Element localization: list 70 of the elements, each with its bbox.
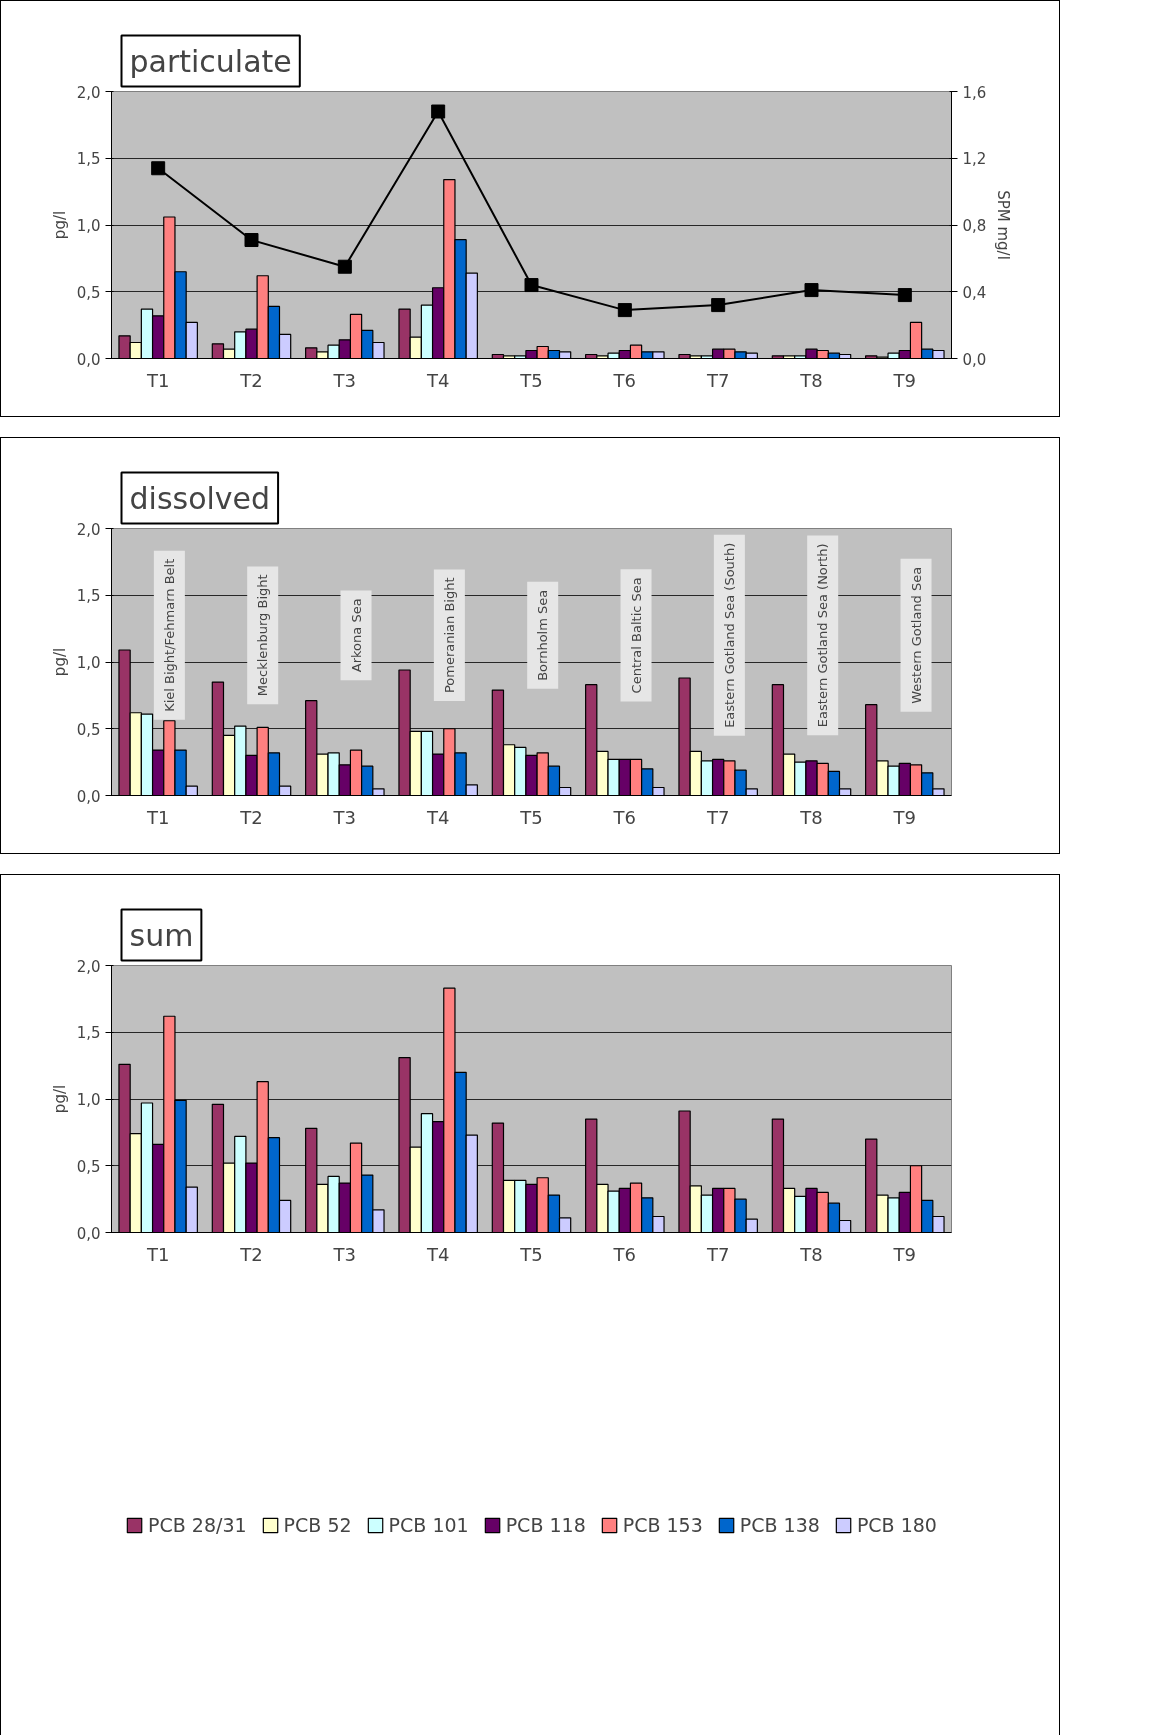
y-tick-label: 1,0 (76, 217, 101, 235)
y2-axis-title: SPM mg/l (994, 190, 1013, 260)
y2-tick-label: 1,2 (962, 150, 987, 169)
legend-label: PCB 28/31 (148, 1514, 247, 1536)
x-tick-label: T6 (612, 369, 637, 391)
y-tick-label: 1,0 (76, 1091, 101, 1109)
y-tick-label: 1,0 (76, 654, 101, 672)
x-tick-label: T4 (425, 369, 450, 391)
x-tick-label: T7 (705, 806, 730, 828)
y2-tick-label: 0,4 (962, 283, 987, 302)
x-tick-label: T2 (239, 1243, 263, 1265)
x-tick-label: T3 (332, 806, 357, 828)
x-tick-label: T4 (425, 1243, 450, 1265)
x-tick-label: T8 (799, 806, 823, 828)
x-tick-label: T8 (799, 1243, 823, 1265)
legend-label: PCB 180 (856, 1514, 937, 1536)
x-tick-label: T1 (145, 369, 170, 391)
annotation: Arkona Sea (348, 598, 364, 673)
annotation: Mecklenburg Bight (255, 574, 271, 697)
y-tick-label: 1,5 (76, 1024, 101, 1043)
legend-label: PCB 138 (739, 1514, 820, 1536)
y-tick-label: 2,0 (76, 83, 101, 102)
y-tick-label: 2,0 (76, 957, 101, 976)
x-tick-label: T2 (239, 369, 263, 391)
y-tick-label: 0,5 (76, 720, 101, 739)
annotation: Kiel Bight/Fehmarn Belt (161, 558, 177, 712)
y-axis-title: pg/l (50, 210, 69, 240)
x-tick-label: T1 (145, 1243, 170, 1265)
x-tick-label: T3 (332, 1243, 357, 1265)
x-tick-label: T9 (892, 1243, 917, 1265)
annotation: Central Baltic Sea (628, 577, 644, 694)
x-tick-label: T9 (892, 806, 917, 828)
x-tick-label: T7 (705, 369, 730, 391)
chart-title: dissolved (129, 480, 271, 516)
y-tick-label: 1,5 (76, 587, 101, 606)
y2-tick-label: 1,6 (962, 83, 987, 102)
legend-label: PCB 101 (388, 1514, 469, 1536)
y-tick-label: 0,5 (76, 1157, 101, 1176)
y-tick-label: 1,5 (76, 150, 101, 169)
x-tick-label: T7 (705, 1243, 730, 1265)
x-tick-label: T1 (145, 806, 170, 828)
chart-title: sum (129, 917, 194, 953)
annotation: Bornholm Sea (535, 589, 551, 681)
y-tick-label: 0,0 (76, 787, 101, 806)
legend-label: PCB 52 (283, 1514, 352, 1536)
x-tick-label: T6 (612, 1243, 637, 1265)
chart-title: particulate (129, 43, 292, 79)
annotation: Western Gotland Sea (908, 566, 924, 704)
x-tick-label: T6 (612, 806, 637, 828)
x-tick-label: T3 (332, 369, 357, 391)
y-tick-label: 0,0 (76, 350, 101, 369)
y-tick-label: 0,0 (76, 1224, 101, 1243)
y-axis-title: pg/l (50, 1084, 69, 1114)
annotation: Pomeranian Bight (441, 577, 457, 694)
x-tick-label: T5 (519, 369, 543, 391)
y-tick-label: 0,5 (76, 283, 101, 302)
x-tick-label: T4 (425, 806, 450, 828)
y-axis-title: pg/l (50, 647, 69, 677)
legend-label: PCB 153 (622, 1514, 703, 1536)
x-tick-label: T2 (239, 806, 263, 828)
annotation: Eastern Gotland Sea (North) (815, 543, 831, 728)
x-tick-label: T5 (519, 806, 543, 828)
annotation: Eastern Gotland Sea (South) (721, 542, 737, 728)
x-tick-label: T5 (519, 1243, 543, 1265)
legend-label: PCB 118 (505, 1514, 586, 1536)
y2-tick-label: 0,0 (962, 350, 987, 369)
x-tick-label: T9 (892, 369, 917, 391)
y2-tick-label: 0,8 (962, 217, 987, 235)
x-tick-label: T8 (799, 369, 823, 391)
y-tick-label: 2,0 (76, 520, 101, 539)
